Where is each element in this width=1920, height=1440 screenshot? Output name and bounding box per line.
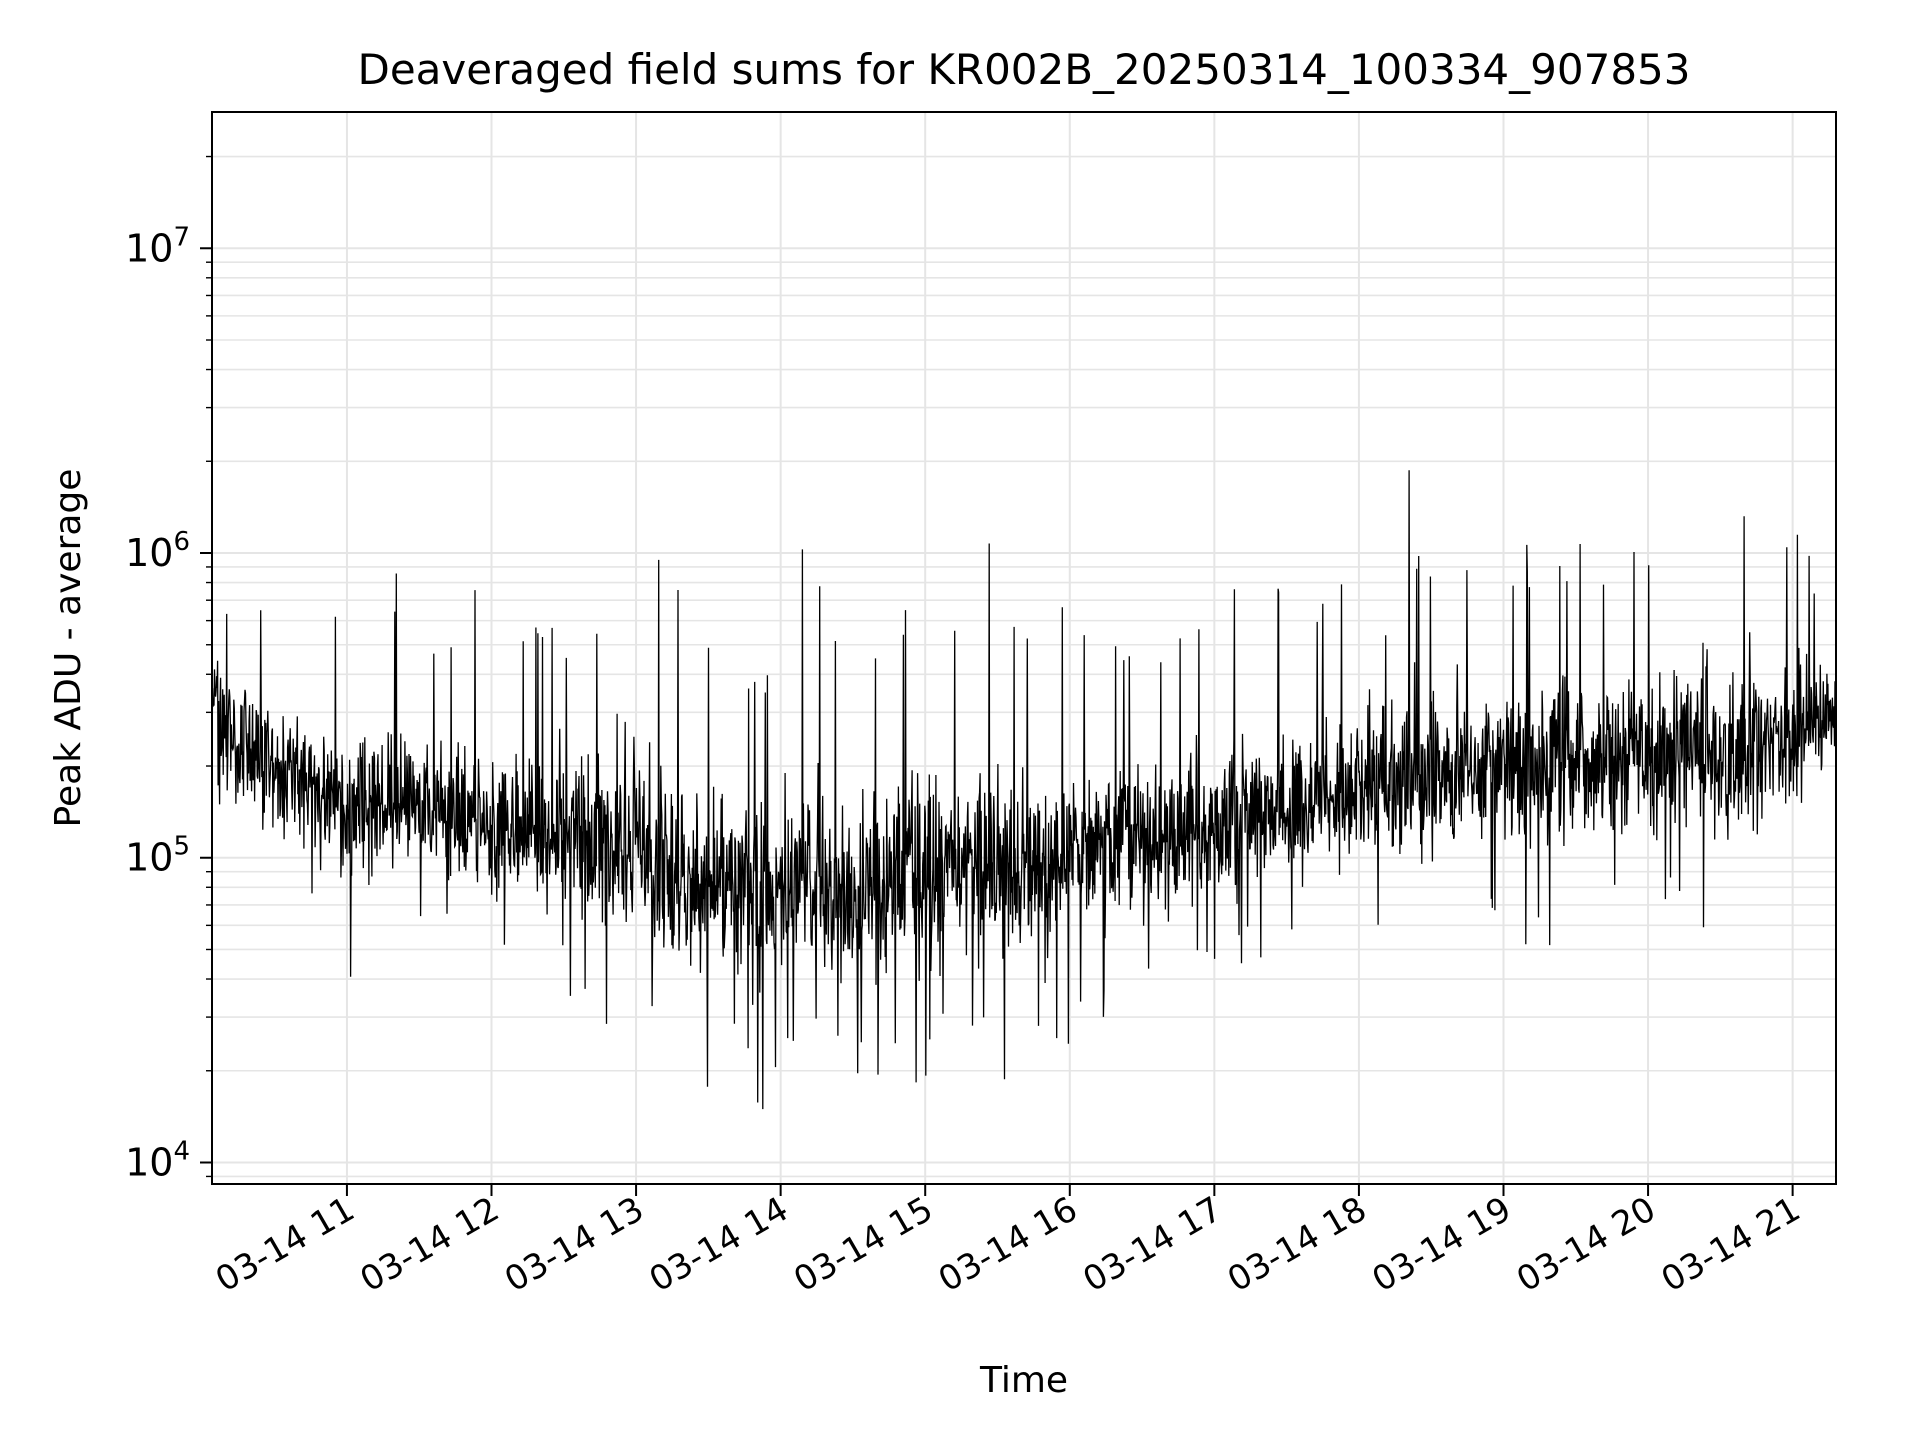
plot-frame	[211, 111, 1837, 1185]
chart-title: Deaveraged field sums for KR002B_2025031…	[358, 45, 1691, 94]
x-axis-label: Time	[979, 1360, 1068, 1401]
y-axis-label: Peak ADU - average	[48, 469, 89, 828]
y-tick-label: 107	[125, 222, 190, 270]
y-tick-label: 106	[125, 527, 190, 575]
data-series	[211, 470, 1837, 1110]
data-line	[211, 470, 1837, 1110]
y-tick-label: 105	[125, 832, 190, 880]
y-tick-label: 104	[125, 1136, 190, 1184]
